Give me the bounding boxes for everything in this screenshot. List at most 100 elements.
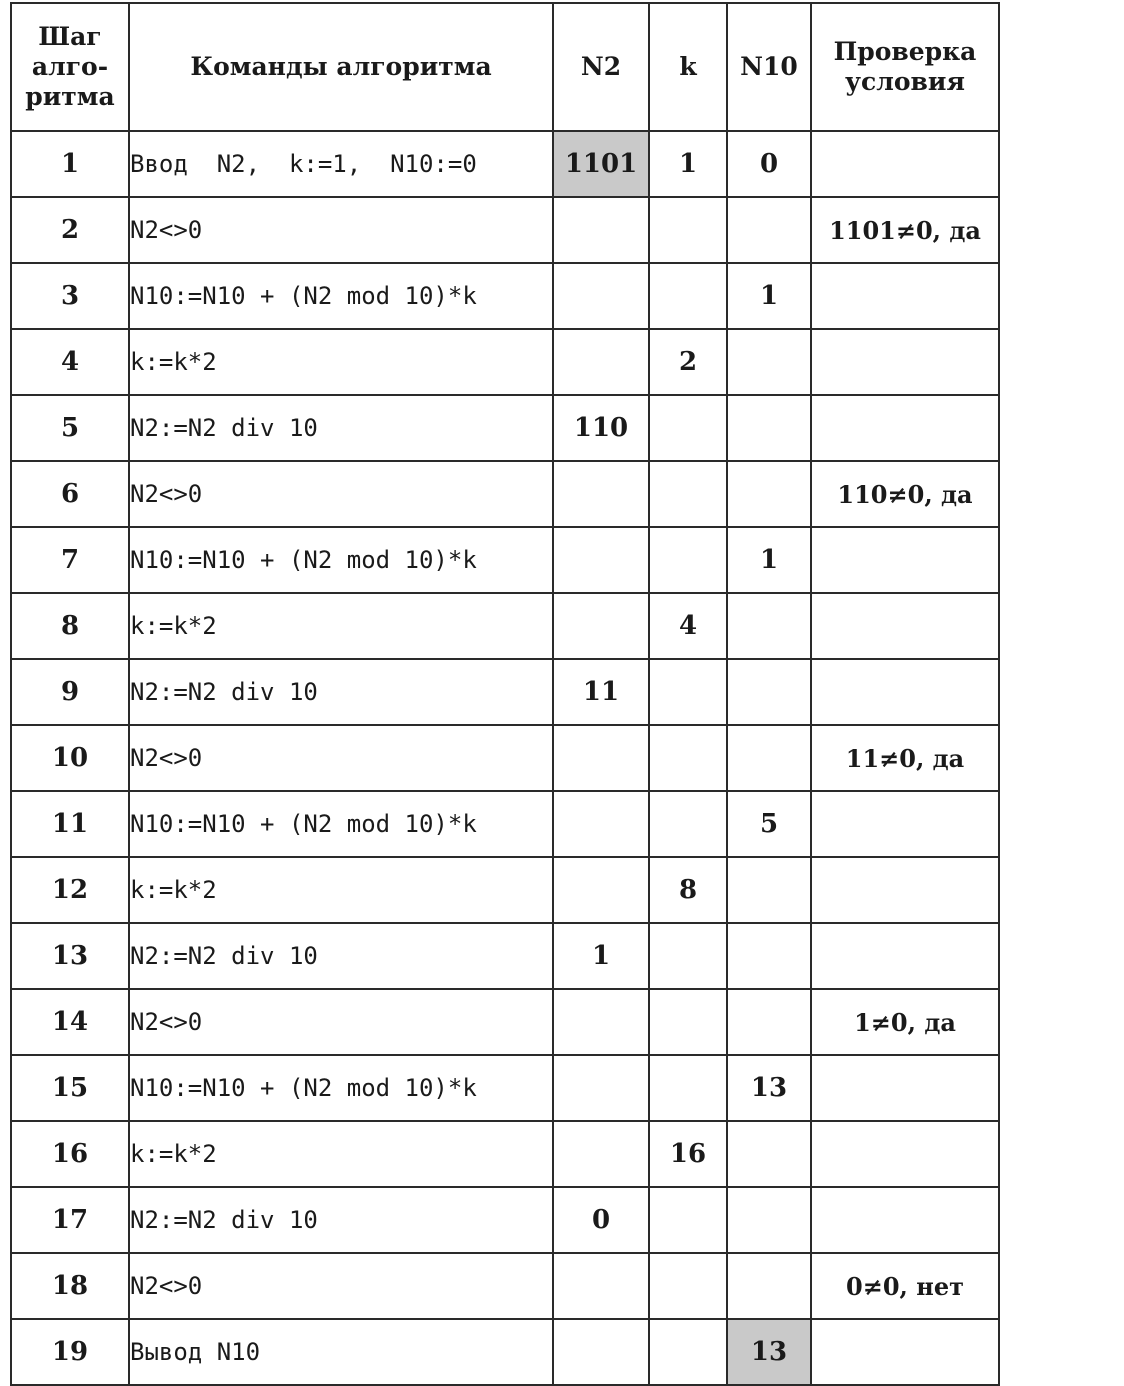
k-value-cell bbox=[648, 460, 728, 528]
table-row: 8 k:=k*2 4 bbox=[10, 592, 1000, 660]
n10-value-cell bbox=[726, 724, 812, 792]
step-number-cell: 4 bbox=[10, 328, 130, 396]
n10-value-cell bbox=[726, 460, 812, 528]
condition-check-cell bbox=[810, 658, 1000, 726]
command-cell: N2<>0 bbox=[128, 1252, 554, 1320]
step-number-cell: 11 bbox=[10, 790, 130, 858]
n2-value-cell bbox=[552, 856, 650, 924]
command-cell: Вывод N10 bbox=[128, 1318, 554, 1386]
step-number-cell: 13 bbox=[10, 922, 130, 990]
condition-check-cell: 110≠0, да bbox=[810, 460, 1000, 528]
k-value-cell bbox=[648, 1054, 728, 1122]
step-number-cell: 5 bbox=[10, 394, 130, 462]
k-value-cell bbox=[648, 1252, 728, 1320]
n2-value-cell bbox=[552, 790, 650, 858]
condition-check-cell: 11≠0, да bbox=[810, 724, 1000, 792]
header-n10: N10 bbox=[726, 2, 812, 132]
step-number-cell: 19 bbox=[10, 1318, 130, 1386]
n10-value-cell bbox=[726, 1120, 812, 1188]
command-cell: N2:=N2 div 10 bbox=[128, 394, 554, 462]
condition-check-cell bbox=[810, 856, 1000, 924]
n10-value-cell bbox=[726, 922, 812, 990]
n10-value-cell: 1 bbox=[726, 262, 812, 330]
n10-value-cell: 13 bbox=[726, 1318, 812, 1386]
k-value-cell: 4 bbox=[648, 592, 728, 660]
command-cell: k:=k*2 bbox=[128, 592, 554, 660]
step-number-cell: 1 bbox=[10, 130, 130, 198]
n2-value-cell bbox=[552, 460, 650, 528]
table-row: 1 Ввод N2, k:=1, N10:=0 1101 1 0 bbox=[10, 130, 1000, 198]
step-number-cell: 12 bbox=[10, 856, 130, 924]
n10-value-cell bbox=[726, 394, 812, 462]
k-value-cell: 8 bbox=[648, 856, 728, 924]
k-value-cell bbox=[648, 724, 728, 792]
table-row: 19 Вывод N10 13 bbox=[10, 1318, 1000, 1386]
n10-value-cell bbox=[726, 658, 812, 726]
header-step: Шаг алго- ритма bbox=[10, 2, 130, 132]
command-cell: N2<>0 bbox=[128, 196, 554, 264]
n2-value-cell bbox=[552, 1120, 650, 1188]
n10-value-cell: 5 bbox=[726, 790, 812, 858]
n2-value-cell: 110 bbox=[552, 394, 650, 462]
n2-value-cell bbox=[552, 262, 650, 330]
n10-value-cell bbox=[726, 1186, 812, 1254]
n10-value-cell bbox=[726, 196, 812, 264]
table-row: 5 N2:=N2 div 10 110 bbox=[10, 394, 1000, 462]
n10-value-cell bbox=[726, 988, 812, 1056]
table-row: 10 N2<>0 11≠0, да bbox=[10, 724, 1000, 792]
condition-check-cell bbox=[810, 922, 1000, 990]
n10-value-cell: 13 bbox=[726, 1054, 812, 1122]
n2-value-cell: 0 bbox=[552, 1186, 650, 1254]
condition-check-cell bbox=[810, 1318, 1000, 1386]
step-number-cell: 14 bbox=[10, 988, 130, 1056]
command-cell: k:=k*2 bbox=[128, 1120, 554, 1188]
header-n2: N2 bbox=[552, 2, 650, 132]
step-number-cell: 9 bbox=[10, 658, 130, 726]
step-number-cell: 8 bbox=[10, 592, 130, 660]
trace-table-container: Шаг алго- ритма Команды алгоритма N2 k N… bbox=[10, 2, 1000, 1386]
command-cell: k:=k*2 bbox=[128, 856, 554, 924]
k-value-cell bbox=[648, 196, 728, 264]
step-number-cell: 3 bbox=[10, 262, 130, 330]
condition-check-cell: 0≠0, нет bbox=[810, 1252, 1000, 1320]
command-cell: N2<>0 bbox=[128, 724, 554, 792]
k-value-cell bbox=[648, 526, 728, 594]
n2-value-cell bbox=[552, 1252, 650, 1320]
step-number-cell: 7 bbox=[10, 526, 130, 594]
condition-check-cell bbox=[810, 262, 1000, 330]
header-check: Проверка условия bbox=[810, 2, 1000, 132]
k-value-cell bbox=[648, 988, 728, 1056]
table-row: 15 N10:=N10 + (N2 mod 10)*k 13 bbox=[10, 1054, 1000, 1122]
condition-check-cell bbox=[810, 1186, 1000, 1254]
step-number-cell: 16 bbox=[10, 1120, 130, 1188]
condition-check-cell bbox=[810, 328, 1000, 396]
n2-value-cell bbox=[552, 526, 650, 594]
algorithm-trace-table: Шаг алго- ритма Команды алгоритма N2 k N… bbox=[10, 2, 1000, 1386]
command-cell: N10:=N10 + (N2 mod 10)*k bbox=[128, 790, 554, 858]
table-row: 3 N10:=N10 + (N2 mod 10)*k 1 bbox=[10, 262, 1000, 330]
n10-value-cell: 0 bbox=[726, 130, 812, 198]
condition-check-cell bbox=[810, 130, 1000, 198]
step-number-cell: 10 bbox=[10, 724, 130, 792]
k-value-cell: 1 bbox=[648, 130, 728, 198]
k-value-cell bbox=[648, 1186, 728, 1254]
header-k: k bbox=[648, 2, 728, 132]
header-step-label: Шаг алго- ритма bbox=[25, 22, 115, 111]
n2-value-cell bbox=[552, 724, 650, 792]
table-row: 16 k:=k*2 16 bbox=[10, 1120, 1000, 1188]
step-number-cell: 6 bbox=[10, 460, 130, 528]
table-row: 6 N2<>0 110≠0, да bbox=[10, 460, 1000, 528]
step-number-cell: 18 bbox=[10, 1252, 130, 1320]
k-value-cell: 2 bbox=[648, 328, 728, 396]
table-row: 13 N2:=N2 div 10 1 bbox=[10, 922, 1000, 990]
n10-value-cell bbox=[726, 328, 812, 396]
k-value-cell bbox=[648, 262, 728, 330]
n10-value-cell bbox=[726, 592, 812, 660]
command-cell: N2:=N2 div 10 bbox=[128, 1186, 554, 1254]
step-number-cell: 17 bbox=[10, 1186, 130, 1254]
k-value-cell: 16 bbox=[648, 1120, 728, 1188]
command-cell: N10:=N10 + (N2 mod 10)*k bbox=[128, 1054, 554, 1122]
n2-value-cell bbox=[552, 1318, 650, 1386]
table-row: 7 N10:=N10 + (N2 mod 10)*k 1 bbox=[10, 526, 1000, 594]
n10-value-cell bbox=[726, 1252, 812, 1320]
